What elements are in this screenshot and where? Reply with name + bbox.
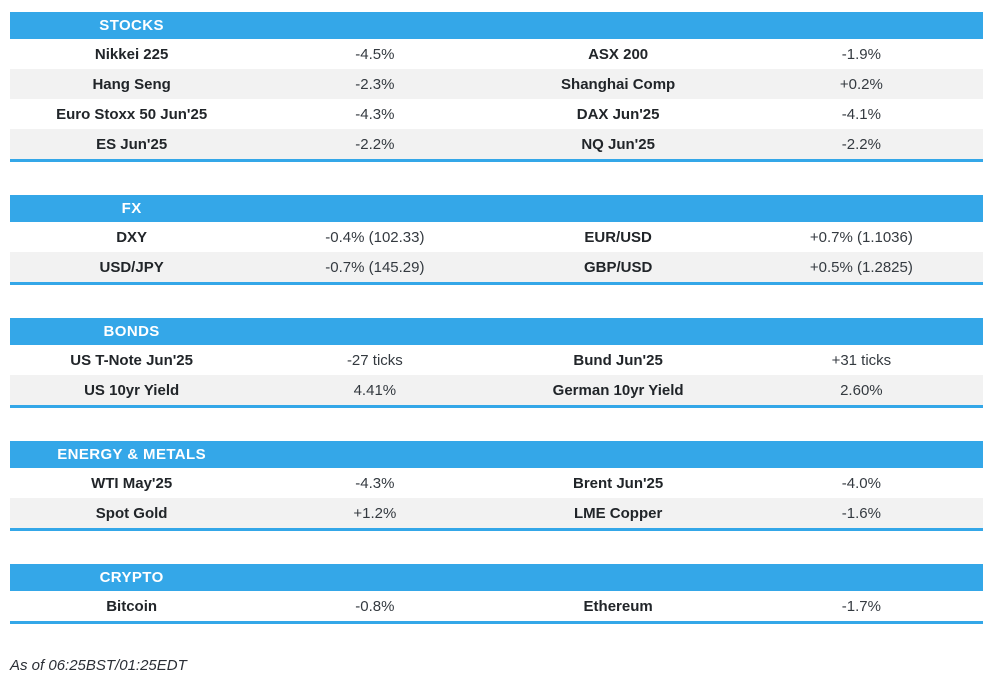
instrument-label: Spot Gold	[95, 504, 168, 522]
section-fx: FX DXY -0.4% (102.33) EUR/USD +0.7% (1.1…	[10, 195, 983, 285]
instrument-label: DXY	[116, 228, 148, 246]
instrument-label: Nikkei 225	[94, 45, 169, 63]
instrument-value: -1.6%	[841, 504, 881, 522]
instrument-label: Euro Stoxx 50 Jun'25	[56, 105, 208, 123]
instrument-value: -2.2%	[355, 135, 395, 153]
section-energy-metals: ENERGY & METALS WTI May'25 -4.3% Brent J…	[10, 441, 983, 531]
instrument-label: Bitcoin	[106, 597, 158, 615]
instrument-label: ASX 200	[588, 45, 649, 63]
section-bonds: BONDS US T-Note Jun'25 -27 ticks Bund Ju…	[10, 318, 983, 408]
table-row: Nikkei 225 -4.5% ASX 200 -1.9%	[10, 39, 983, 69]
section-title: CRYPTO	[99, 569, 164, 586]
table-row: Hang Seng -2.3% Shanghai Comp +0.2%	[10, 69, 983, 99]
table-row: DXY -0.4% (102.33) EUR/USD +0.7% (1.1036…	[10, 222, 983, 252]
market-table: STOCKS Nikkei 225 -4.5% ASX 200 -1.9% Ha…	[10, 12, 983, 624]
instrument-value: -2.2%	[841, 135, 881, 153]
instrument-label: WTI May'25	[91, 474, 173, 492]
section-title: ENERGY & METALS	[57, 446, 207, 463]
instrument-label: Bund Jun'25	[573, 351, 663, 369]
table-row: Euro Stoxx 50 Jun'25 -4.3% DAX Jun'25 -4…	[10, 99, 983, 129]
instrument-label: US T-Note Jun'25	[70, 351, 193, 369]
instrument-value: -1.7%	[841, 597, 881, 615]
instrument-value: -0.8%	[355, 597, 395, 615]
instrument-value: +1.2%	[353, 504, 397, 522]
section-rows: US T-Note Jun'25 -27 ticks Bund Jun'25 +…	[10, 345, 983, 405]
instrument-value: -2.3%	[355, 75, 395, 93]
instrument-label: DAX Jun'25	[576, 105, 660, 123]
instrument-label: Hang Seng	[92, 75, 171, 93]
table-row: WTI May'25 -4.3% Brent Jun'25 -4.0%	[10, 468, 983, 498]
instrument-label: USD/JPY	[99, 258, 164, 276]
instrument-label: Ethereum	[583, 597, 653, 615]
instrument-value: 2.60%	[840, 381, 883, 399]
instrument-value: -0.4% (102.33)	[325, 228, 425, 246]
instrument-value: +31 ticks	[831, 351, 892, 369]
instrument-label: NQ Jun'25	[581, 135, 655, 153]
table-row: US 10yr Yield 4.41% German 10yr Yield 2.…	[10, 375, 983, 405]
section-header-stocks: STOCKS	[10, 12, 983, 39]
instrument-label: German 10yr Yield	[552, 381, 684, 399]
section-stocks: STOCKS Nikkei 225 -4.5% ASX 200 -1.9% Ha…	[10, 12, 983, 162]
table-row: Bitcoin -0.8% Ethereum -1.7%	[10, 591, 983, 621]
section-title: FX	[121, 200, 142, 217]
section-title: STOCKS	[99, 17, 164, 34]
instrument-label: GBP/USD	[583, 258, 653, 276]
table-row: US T-Note Jun'25 -27 ticks Bund Jun'25 +…	[10, 345, 983, 375]
table-row: USD/JPY -0.7% (145.29) GBP/USD +0.5% (1.…	[10, 252, 983, 282]
instrument-label: Shanghai Comp	[561, 75, 676, 93]
instrument-value: -4.3%	[355, 474, 395, 492]
instrument-label: ES Jun'25	[96, 135, 168, 153]
instrument-value: -4.0%	[841, 474, 881, 492]
section-header-energy-metals: ENERGY & METALS	[10, 441, 983, 468]
instrument-value: +0.7% (1.1036)	[809, 228, 913, 246]
section-header-fx: FX	[10, 195, 983, 222]
section-rows: Nikkei 225 -4.5% ASX 200 -1.9% Hang Seng…	[10, 39, 983, 159]
section-rows: Bitcoin -0.8% Ethereum -1.7%	[10, 591, 983, 621]
section-rows: DXY -0.4% (102.33) EUR/USD +0.7% (1.1036…	[10, 222, 983, 282]
instrument-value: -4.3%	[355, 105, 395, 123]
table-row: Spot Gold +1.2% LME Copper -1.6%	[10, 498, 983, 528]
instrument-value: +0.2%	[839, 75, 883, 93]
instrument-value: 4.41%	[353, 381, 397, 399]
section-crypto: CRYPTO Bitcoin -0.8% Ethereum -1.7%	[10, 564, 983, 624]
instrument-label: LME Copper	[573, 504, 663, 522]
instrument-value: -27 ticks	[346, 351, 403, 369]
section-title: BONDS	[103, 323, 160, 340]
instrument-value: -4.1%	[841, 105, 881, 123]
section-header-bonds: BONDS	[10, 318, 983, 345]
instrument-value: -0.7% (145.29)	[325, 258, 425, 276]
section-rows: WTI May'25 -4.3% Brent Jun'25 -4.0% Spot…	[10, 468, 983, 528]
instrument-label: Brent Jun'25	[572, 474, 664, 492]
instrument-value: +0.5% (1.2825)	[809, 258, 913, 276]
section-header-crypto: CRYPTO	[10, 564, 983, 591]
instrument-value: -4.5%	[355, 45, 395, 63]
table-row: ES Jun'25 -2.2% NQ Jun'25 -2.2%	[10, 129, 983, 159]
instrument-label: US 10yr Yield	[84, 381, 180, 399]
instrument-label: EUR/USD	[584, 228, 652, 246]
instrument-value: -1.9%	[841, 45, 881, 63]
timestamp-note: As of 06:25BST/01:25EDT	[10, 657, 187, 674]
